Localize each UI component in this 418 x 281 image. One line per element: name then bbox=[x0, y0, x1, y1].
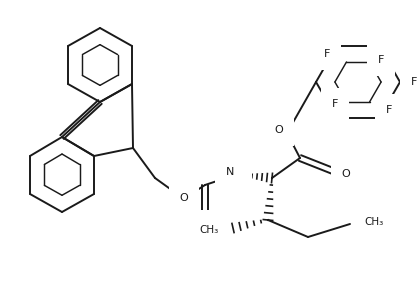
Text: CH₃: CH₃ bbox=[200, 225, 219, 235]
Text: F: F bbox=[332, 99, 338, 109]
Text: F: F bbox=[386, 105, 392, 115]
Text: F: F bbox=[324, 49, 330, 59]
Text: F: F bbox=[411, 77, 417, 87]
Text: CH₃: CH₃ bbox=[364, 217, 383, 227]
Text: N: N bbox=[226, 167, 234, 177]
Text: O: O bbox=[342, 169, 350, 179]
Text: O: O bbox=[201, 221, 210, 231]
Text: O: O bbox=[180, 193, 189, 203]
Text: O: O bbox=[275, 125, 283, 135]
Text: F: F bbox=[378, 55, 384, 65]
Text: H: H bbox=[234, 167, 242, 177]
